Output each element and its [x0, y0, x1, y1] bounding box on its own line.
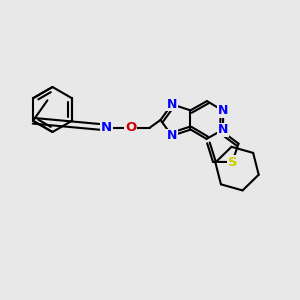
- Text: N: N: [218, 123, 228, 136]
- Text: N: N: [167, 129, 177, 142]
- Text: N: N: [101, 121, 112, 134]
- Text: N: N: [167, 98, 177, 111]
- Text: N: N: [218, 104, 228, 117]
- Text: O: O: [125, 121, 136, 134]
- Text: S: S: [227, 155, 237, 169]
